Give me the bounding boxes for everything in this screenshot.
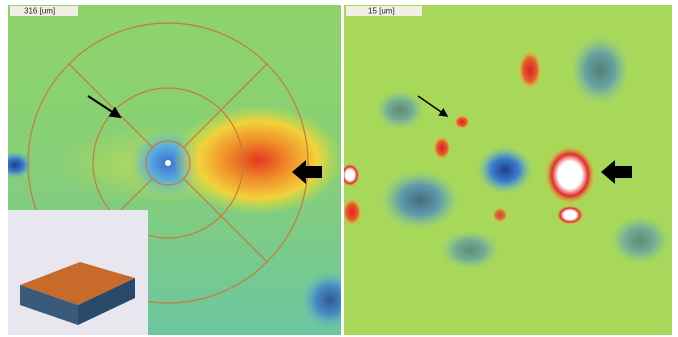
difference-map: 15 [um] <box>340 5 672 335</box>
fovea <box>165 160 171 166</box>
scale-label: 15 [um] <box>368 7 395 16</box>
thickness-map: 316 [um] <box>0 5 360 335</box>
scale-label: 316 [um] <box>24 7 55 16</box>
figure: 316 [um] 15 [um] <box>0 0 678 337</box>
